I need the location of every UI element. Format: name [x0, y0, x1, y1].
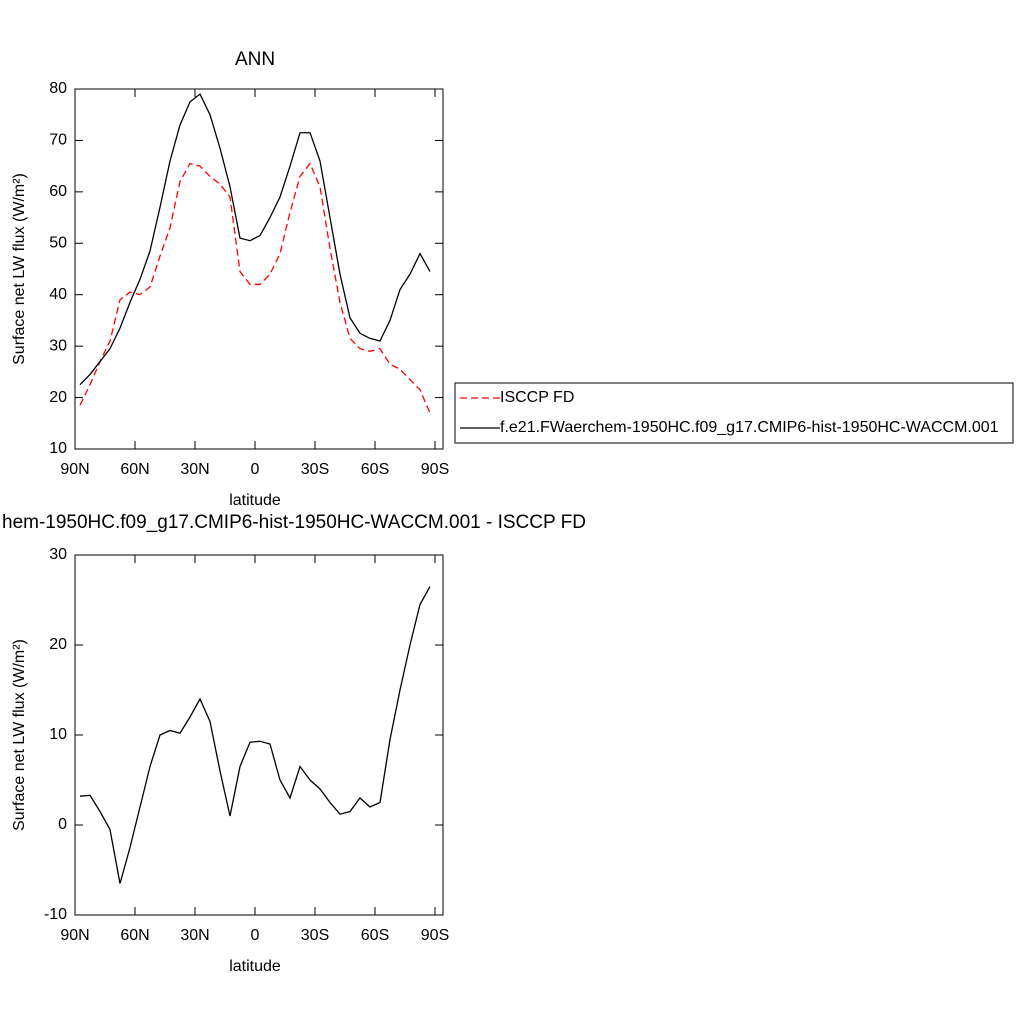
y-tick-label: 70 [49, 132, 67, 149]
y-tick-label: 30 [49, 337, 67, 354]
y-tick-label: 50 [49, 235, 67, 252]
y-tick-label: -10 [44, 906, 67, 923]
x-tick-label: 90S [421, 461, 449, 478]
x-tick-label: 0 [251, 461, 260, 478]
y-tick-label: 60 [49, 183, 67, 200]
y-tick-label: 80 [49, 80, 67, 97]
x-tick-label: 90N [60, 461, 89, 478]
x-tick-label: 60N [120, 461, 149, 478]
x-tick-label: 60S [361, 461, 389, 478]
data-line [79, 162, 431, 414]
chart-title: hem-1950HC.f09_g17.CMIP6-hist-1950HC-WAC… [2, 512, 586, 533]
y-tick-label: 40 [49, 286, 67, 303]
x-tick-label: 60N [120, 927, 149, 944]
legend-box [454, 382, 1014, 444]
y-tick-label: 10 [49, 726, 67, 743]
x-tick-label: 30S [301, 461, 329, 478]
legend-label: ISCCP FD [500, 389, 574, 406]
y-tick-label: 0 [58, 816, 67, 833]
y-tick-label: 20 [49, 389, 67, 406]
x-tick-label: 30S [301, 927, 329, 944]
x-tick-label: 0 [251, 927, 260, 944]
y-tick-label: 10 [49, 440, 67, 457]
chart-title: ANN [235, 49, 275, 70]
y-tick-label: 30 [49, 546, 67, 563]
x-tick-label: 30N [180, 461, 209, 478]
y-axis-label: Surface net LW flux (W/m²) [11, 639, 28, 831]
plot-frame [74, 554, 444, 916]
x-tick-label: 60S [361, 927, 389, 944]
data-line [79, 93, 431, 386]
plot-frame [74, 88, 444, 450]
x-axis-label: latitude [229, 958, 281, 975]
y-axis-label: Surface net LW flux (W/m²) [11, 173, 28, 365]
y-tick-label: 20 [49, 636, 67, 653]
data-line [79, 586, 431, 884]
x-tick-label: 30N [180, 927, 209, 944]
legend-label: f.e21.FWaerchem-1950HC.f09_g17.CMIP6-his… [500, 419, 999, 436]
x-tick-label: 90N [60, 927, 89, 944]
x-tick-label: 90S [421, 927, 449, 944]
x-axis-label: latitude [229, 492, 281, 509]
